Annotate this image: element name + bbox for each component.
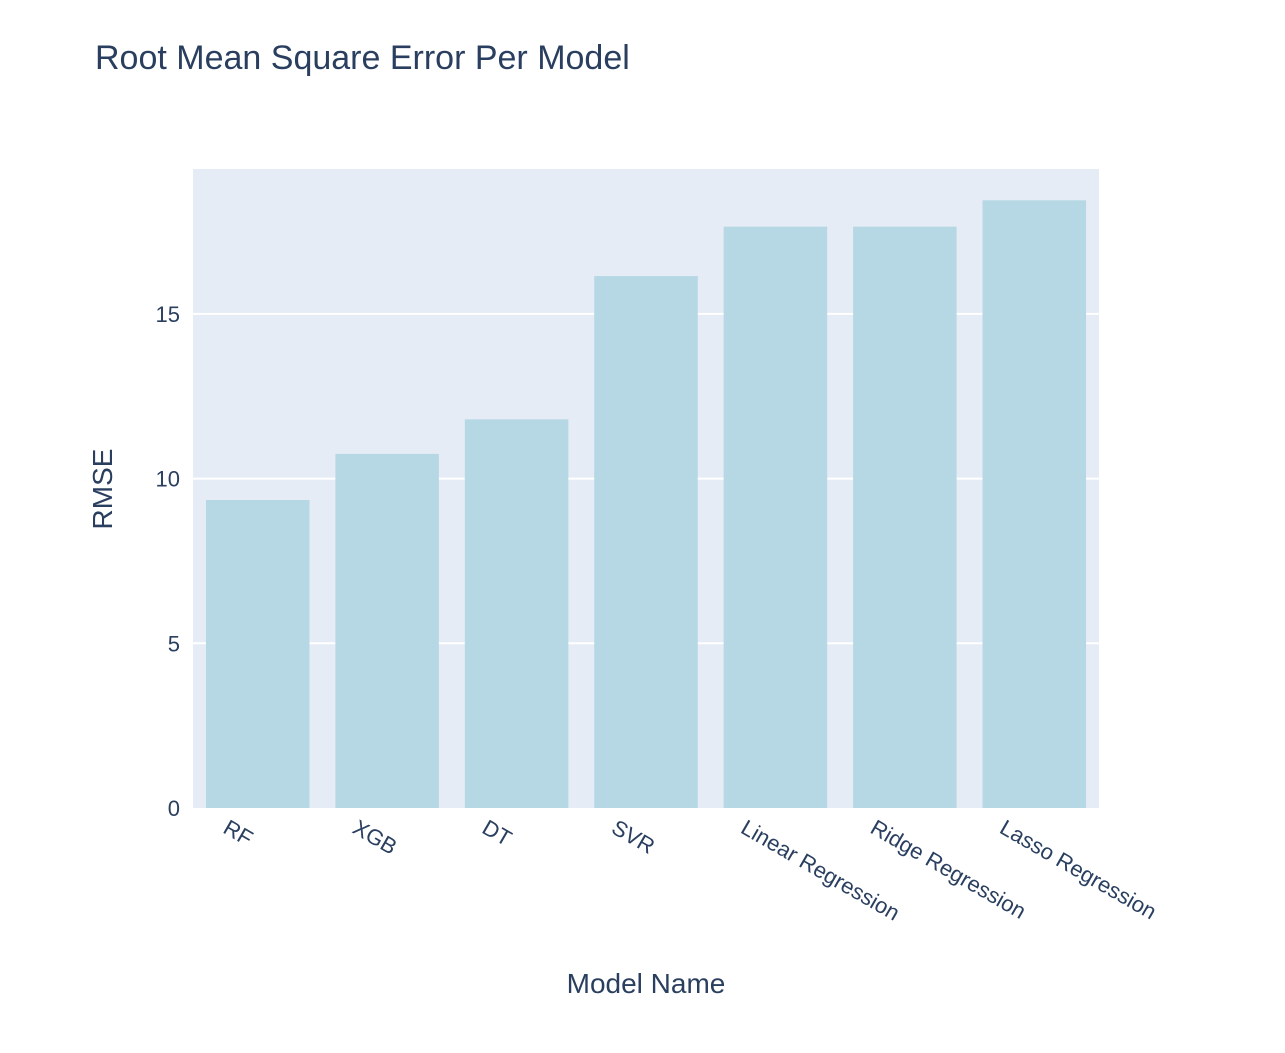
x-tick-label: RF [219,815,257,851]
y-axis-title: RMSE [87,449,118,530]
bar-ridge-regression[interactable] [853,226,957,809]
y-axis-ticks: 0 5 10 15 [156,302,180,821]
y-tick-label: 5 [168,631,180,656]
y-tick-label: 10 [156,467,180,492]
x-tick-label: XGB [349,815,402,860]
y-tick-label: 15 [156,302,180,327]
x-tick-label: SVR [608,815,660,859]
bar-svr[interactable] [594,276,698,809]
x-tick-label: DT [478,815,516,851]
bar-xgb[interactable] [335,453,439,808]
chart-title: Root Mean Square Error Per Model [95,39,630,77]
bar-lasso-regression[interactable] [982,200,1087,808]
bar-linear-regression[interactable] [723,226,828,809]
y-tick-label: 0 [168,796,180,821]
bar-rf[interactable] [205,500,310,808]
bars [205,200,1087,809]
x-axis-title: Model Name [567,968,726,999]
bar-dt[interactable] [464,419,569,808]
